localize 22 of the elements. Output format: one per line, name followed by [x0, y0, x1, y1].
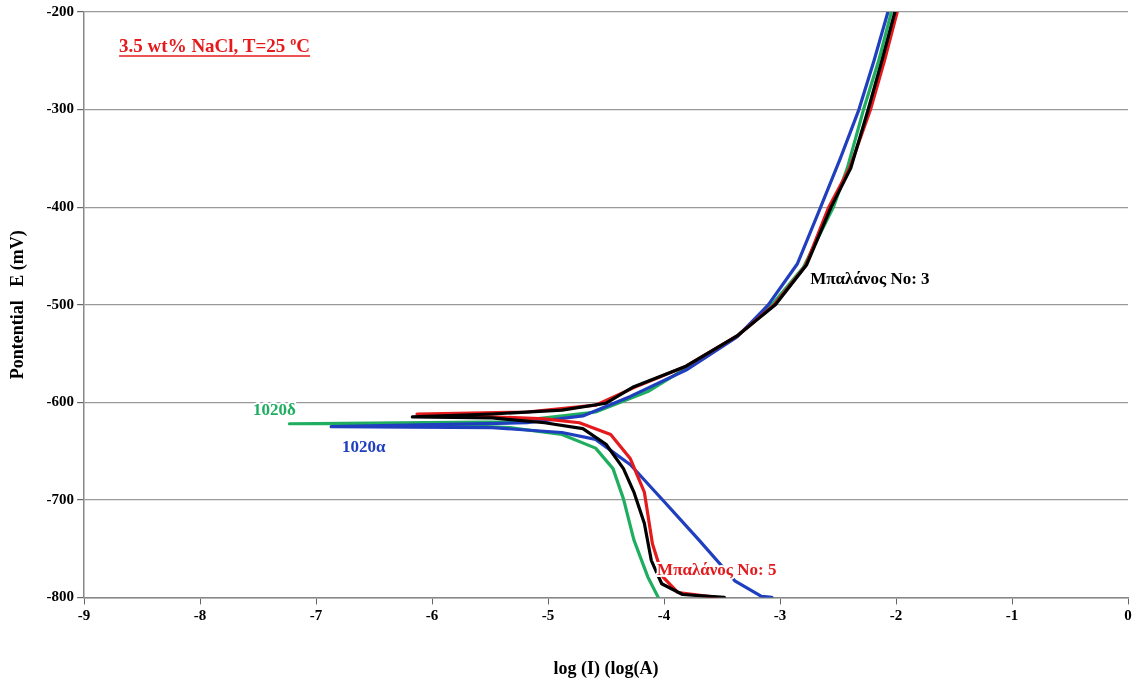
series-label: 1020δ — [252, 400, 296, 420]
x-tick-label: -6 — [425, 607, 439, 624]
x-axis-title: log (I) (log(A) — [553, 657, 659, 679]
x-tick-label: -4 — [657, 607, 671, 624]
x-tick-label: -2 — [889, 607, 903, 624]
x-tick-label: -9 — [77, 607, 91, 624]
x-tick-label: -7 — [309, 607, 323, 624]
y-tick-label: -700 — [46, 490, 75, 507]
y-tick-label: -800 — [46, 588, 75, 605]
y-axis-title: Pontential E (mV) — [7, 230, 29, 380]
y-tick-label: -200 — [46, 2, 75, 19]
series-label: 1020α — [341, 436, 386, 456]
x-tick-label: -3 — [773, 607, 787, 624]
series-label: Μπαλάνος No: 3 — [810, 268, 930, 288]
y-tick-label: -400 — [46, 198, 75, 215]
y-tick-label: -300 — [46, 100, 75, 117]
x-tick-label: -5 — [541, 607, 555, 624]
y-tick-label: -600 — [46, 393, 75, 410]
y-tick-label: -500 — [46, 295, 75, 312]
x-tick-label: -8 — [193, 607, 207, 624]
x-tick-label: -1 — [1005, 607, 1019, 624]
x-tick-label: 0 — [1124, 607, 1132, 624]
